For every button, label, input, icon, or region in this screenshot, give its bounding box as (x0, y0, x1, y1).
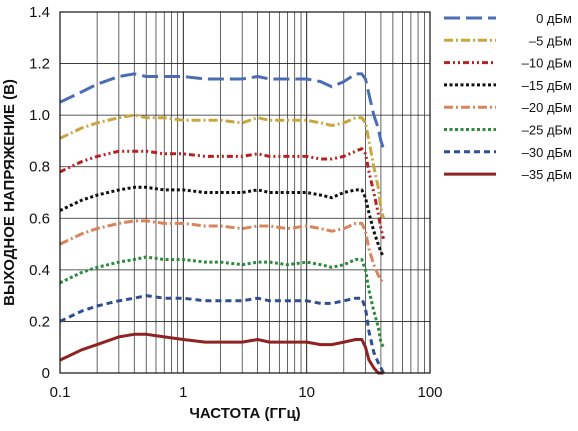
y-tick-label: 0.8 (29, 159, 50, 176)
series-line (59, 185, 385, 258)
x-tick-label: 100 (417, 384, 442, 401)
legend-label: –5 дБм (529, 33, 572, 48)
series-line (59, 294, 385, 374)
y-tick-label: 0.6 (29, 210, 50, 227)
y-tick-label: 1.0 (29, 107, 50, 124)
series-line (59, 219, 385, 284)
x-axis-title: ЧАСТОТА (ГГц) (189, 405, 300, 422)
y-axis-title: ВЫХОДНОЕ НАПРЯЖЕНИЕ (В) (1, 79, 18, 306)
y-tick-label: 0 (42, 365, 50, 382)
x-tick-label: 1 (179, 384, 187, 401)
series-line (59, 72, 385, 150)
legend-label: –10 дБм (522, 56, 572, 71)
series-line (59, 113, 385, 219)
series-line (59, 147, 385, 240)
legend-label: –35 дБм (522, 167, 572, 182)
y-tick-label: 1.4 (29, 4, 50, 21)
legend: 0 дБм –5 дБм –10 дБм –15 дБм –20 дБм –25 дБм –… (444, 11, 572, 182)
series-line (59, 255, 385, 348)
legend-label: –30 дБм (522, 145, 572, 160)
y-tick-labels: 0 0.2 0.4 0.6 0.8 1.0 1.2 1.4 (29, 4, 50, 382)
x-tick-labels: 0.1 1 10 100 (50, 384, 443, 401)
series-line (59, 332, 384, 375)
y-tick-label: 0.2 (29, 313, 50, 330)
legend-label: –25 дБм (522, 123, 572, 138)
legend-label: –15 дБм (522, 78, 572, 93)
legend-label: 0 дБм (536, 11, 572, 26)
y-tick-label: 0.4 (29, 262, 50, 279)
series-layer (59, 72, 385, 375)
x-tick-label: 10 (298, 384, 315, 401)
y-tick-label: 1.2 (29, 56, 50, 73)
x-tick-label: 0.1 (50, 384, 71, 401)
plot-frame (59, 11, 431, 374)
legend-label: –20 дБм (522, 100, 572, 115)
